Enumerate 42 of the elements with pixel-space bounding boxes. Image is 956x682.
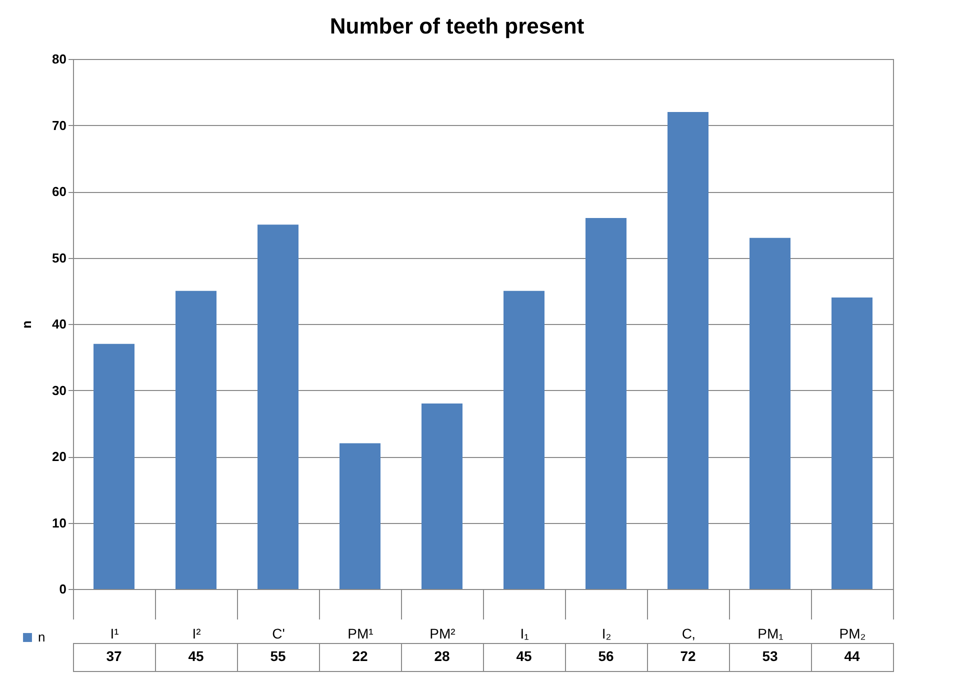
y-tick-label: 60 <box>52 184 66 199</box>
bar <box>422 404 462 589</box>
x-tick-label: C‚ <box>682 626 696 642</box>
data-label: 56 <box>598 648 614 664</box>
y-tick-label: 70 <box>52 118 66 133</box>
y-tick-label: 30 <box>52 382 66 398</box>
y-tick-label: 50 <box>52 250 66 266</box>
data-label: 44 <box>844 648 860 664</box>
bar <box>94 344 134 589</box>
data-label: 45 <box>516 648 532 664</box>
data-label: 28 <box>434 648 450 664</box>
x-tick-label: PM² <box>430 626 456 642</box>
x-tick-label: PM₁ <box>758 626 784 642</box>
bar <box>176 290 216 589</box>
chart-title: Number of teeth present <box>330 14 585 38</box>
bar <box>258 224 298 589</box>
y-axis-title: n <box>19 320 34 328</box>
y-tick-label: 20 <box>52 449 66 464</box>
x-tick-label: I² <box>192 626 202 642</box>
bar <box>832 298 872 589</box>
data-label: 72 <box>680 648 696 664</box>
x-tick-label: I₂ <box>602 626 612 642</box>
x-tick-label: C' <box>272 626 285 642</box>
x-tick-label: PM₂ <box>839 626 866 642</box>
bar <box>750 238 790 589</box>
data-label: 53 <box>762 648 778 664</box>
legend-label: n <box>38 630 46 644</box>
y-tick-label: 80 <box>52 52 66 66</box>
data-label: 37 <box>106 648 122 664</box>
data-label: 22 <box>352 648 368 664</box>
y-tick-label: 10 <box>52 515 66 530</box>
data-label: 45 <box>188 648 204 664</box>
x-tick-label: I₁ <box>520 626 530 642</box>
y-tick-label: 0 <box>59 582 66 596</box>
x-tick-label: PM¹ <box>348 626 374 642</box>
bar <box>504 290 544 589</box>
bar <box>668 112 708 589</box>
data-label: 55 <box>270 648 286 664</box>
x-tick-label: I¹ <box>110 626 120 642</box>
bar <box>340 443 380 589</box>
y-tick-label: 40 <box>52 316 66 332</box>
bar <box>586 218 626 589</box>
